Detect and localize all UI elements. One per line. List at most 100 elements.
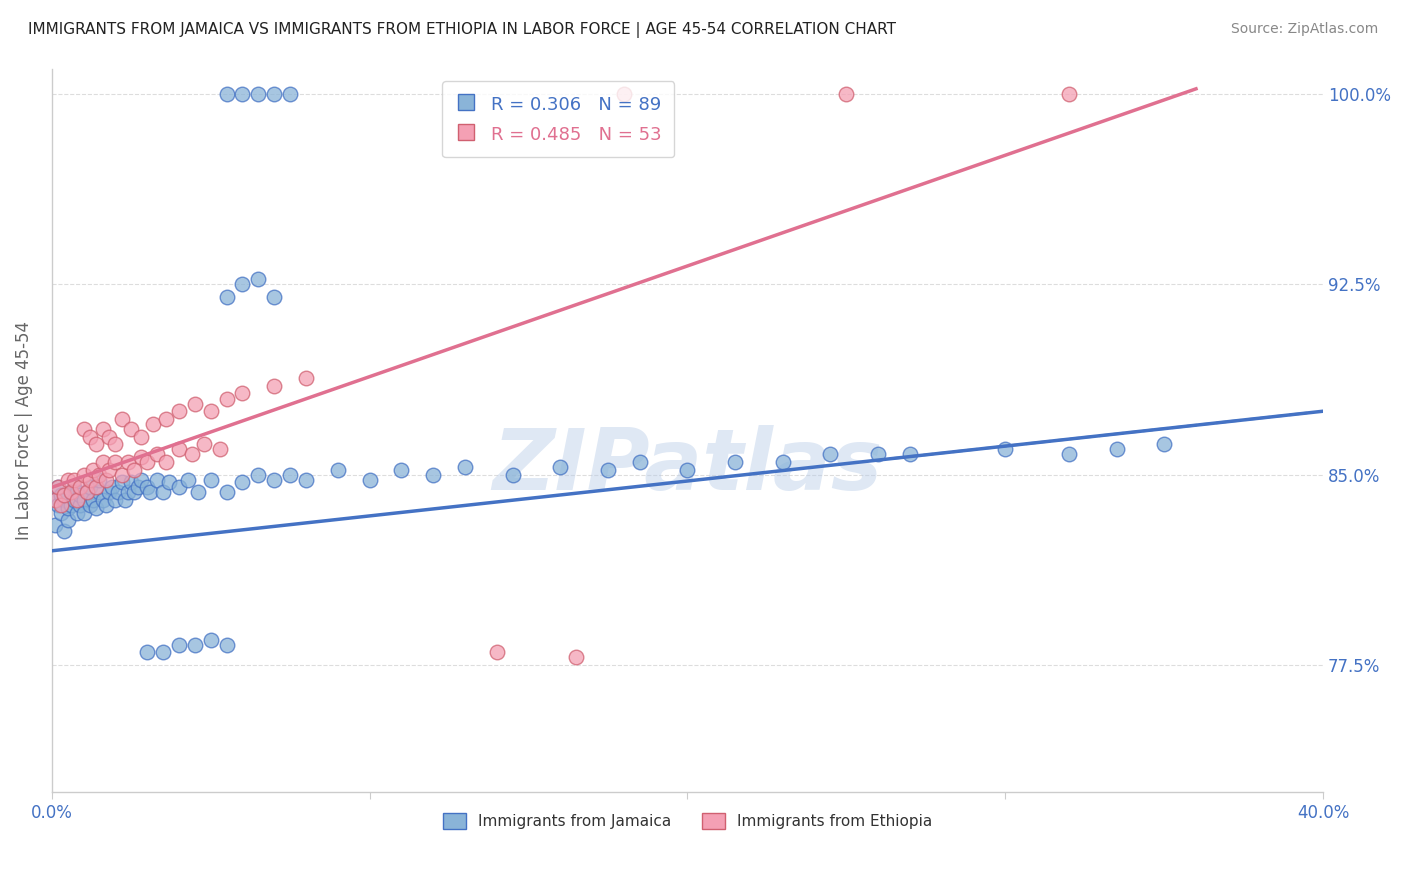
Point	[72, 467, 94, 482]
Point	[167, 638, 190, 652]
Text: IMMIGRANTS FROM JAMAICA VS IMMIGRANTS FROM ETHIOPIA IN LABOR FORCE | AGE 45-54 C: IMMIGRANTS FROM JAMAICA VS IMMIGRANTS FR…	[28, 22, 896, 38]
Point	[111, 475, 134, 490]
Point	[1057, 87, 1080, 101]
Point	[66, 493, 89, 508]
Point	[724, 455, 747, 469]
Point	[97, 429, 120, 443]
Point	[72, 422, 94, 436]
Point	[485, 645, 508, 659]
Point	[63, 493, 86, 508]
Point	[63, 473, 86, 487]
Point	[89, 467, 111, 482]
Point	[231, 475, 253, 490]
Point	[898, 447, 921, 461]
Point	[231, 87, 253, 101]
Point	[142, 417, 165, 431]
Point	[247, 272, 270, 286]
Point	[193, 437, 215, 451]
Point	[104, 493, 127, 508]
Point	[76, 485, 98, 500]
Point	[44, 518, 66, 533]
Point	[51, 498, 73, 512]
Point	[91, 455, 114, 469]
Point	[56, 473, 79, 487]
Point	[63, 480, 86, 494]
Point	[59, 485, 82, 500]
Point	[155, 455, 177, 469]
Point	[82, 493, 104, 508]
Point	[359, 473, 381, 487]
Point	[89, 473, 111, 487]
Point	[167, 442, 190, 457]
Point	[215, 485, 238, 500]
Point	[200, 473, 222, 487]
Point	[247, 87, 270, 101]
Point	[76, 485, 98, 500]
Point	[422, 467, 444, 482]
Point	[820, 447, 842, 461]
Point	[263, 379, 285, 393]
Point	[145, 473, 167, 487]
Point	[104, 455, 127, 469]
Point	[628, 455, 651, 469]
Point	[129, 450, 152, 464]
Point	[263, 473, 285, 487]
Point	[209, 442, 232, 457]
Point	[69, 488, 91, 502]
Point	[389, 462, 412, 476]
Point	[66, 506, 89, 520]
Point	[139, 485, 162, 500]
Point	[46, 480, 69, 494]
Point	[79, 473, 101, 487]
Point	[454, 460, 477, 475]
Point	[124, 462, 146, 476]
Point	[101, 480, 124, 494]
Point	[295, 371, 318, 385]
Point	[136, 645, 159, 659]
Point	[295, 473, 318, 487]
Point	[44, 493, 66, 508]
Point	[835, 87, 858, 101]
Point	[152, 485, 174, 500]
Text: Source: ZipAtlas.com: Source: ZipAtlas.com	[1230, 22, 1378, 37]
Point	[59, 498, 82, 512]
Point	[215, 392, 238, 406]
Point	[111, 412, 134, 426]
Point	[145, 447, 167, 461]
Point	[82, 462, 104, 476]
Point	[97, 462, 120, 476]
Point	[59, 485, 82, 500]
Point	[152, 645, 174, 659]
Point	[263, 290, 285, 304]
Point	[215, 87, 238, 101]
Point	[72, 493, 94, 508]
Point	[1105, 442, 1128, 457]
Y-axis label: In Labor Force | Age 45-54: In Labor Force | Age 45-54	[15, 321, 32, 540]
Point	[231, 386, 253, 401]
Point	[278, 467, 301, 482]
Point	[111, 467, 134, 482]
Point	[127, 480, 149, 494]
Point	[124, 485, 146, 500]
Point	[136, 480, 159, 494]
Legend: Immigrants from Jamaica, Immigrants from Ethiopia: Immigrants from Jamaica, Immigrants from…	[437, 806, 938, 835]
Point	[565, 650, 588, 665]
Point	[79, 480, 101, 494]
Point	[596, 462, 619, 476]
Point	[46, 480, 69, 494]
Point	[94, 473, 117, 487]
Point	[157, 475, 180, 490]
Point	[44, 493, 66, 508]
Point	[184, 638, 207, 652]
Point	[326, 462, 349, 476]
Point	[278, 87, 301, 101]
Point	[167, 404, 190, 418]
Point	[184, 396, 207, 410]
Point	[502, 467, 524, 482]
Point	[772, 455, 794, 469]
Point	[215, 638, 238, 652]
Point	[53, 524, 76, 538]
Point	[72, 506, 94, 520]
Point	[200, 404, 222, 418]
Point	[868, 447, 890, 461]
